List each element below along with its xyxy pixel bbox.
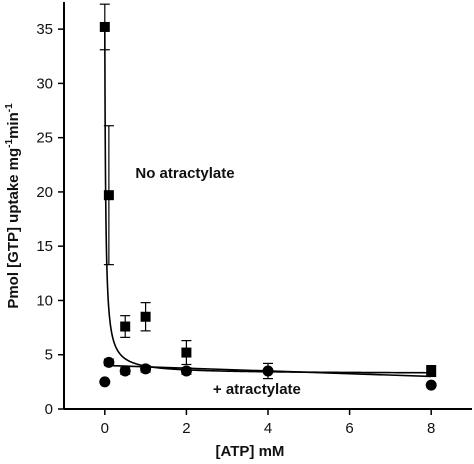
y-tick-label: 30 [36, 75, 53, 92]
circle-marker [99, 376, 111, 388]
circle-marker [262, 365, 274, 377]
square-marker [120, 321, 131, 332]
circle-marker [425, 379, 437, 391]
y-tick-label: 25 [36, 130, 53, 147]
y-tick-label: 5 [45, 347, 53, 364]
y-tick-label: 35 [36, 21, 53, 38]
axes: 0 5 10 15 20 25 30 35 0 2 4 6 8 [36, 2, 472, 437]
y-tick-label: 15 [36, 238, 53, 255]
x-tick-label: 2 [182, 420, 190, 437]
fit-curve-1 [104, 26, 432, 374]
y-tick-label: 20 [36, 184, 53, 201]
annotations: No atractylate + atractylate [135, 165, 301, 398]
circle-marker [180, 365, 192, 377]
y-axis-title-superscript: -1 [4, 103, 15, 112]
circle-marker [140, 363, 152, 375]
y-axis-title-part: min [5, 112, 22, 139]
error-bars [99, 3, 437, 380]
x-tick-label: 4 [264, 420, 272, 437]
x-axis-title: [ATP] mM [216, 443, 285, 460]
y-tick-label: 10 [36, 292, 53, 309]
data-markers [99, 21, 437, 391]
square-marker [181, 347, 192, 358]
annotation-label-2: + atractylate [213, 381, 301, 398]
circle-marker [103, 356, 115, 368]
x-tick-label: 0 [101, 420, 109, 437]
y-axis-title-superscript: -1 [4, 138, 15, 147]
x-tick-label: 6 [345, 420, 353, 437]
annotation-label-1: No atractylate [135, 165, 234, 182]
fit-curves [104, 26, 432, 378]
circle-marker [119, 365, 131, 377]
square-marker [426, 366, 437, 377]
square-marker [99, 21, 110, 32]
y-tick-label: 0 [45, 401, 53, 418]
y-axis-title: Pmol [GTP] uptake mg-1min-1 [4, 103, 22, 309]
square-marker [103, 190, 114, 201]
x-tick-label: 8 [427, 420, 435, 437]
y-axis-title-part: Pmol [GTP] uptake mg [5, 148, 22, 309]
square-marker [140, 311, 151, 322]
